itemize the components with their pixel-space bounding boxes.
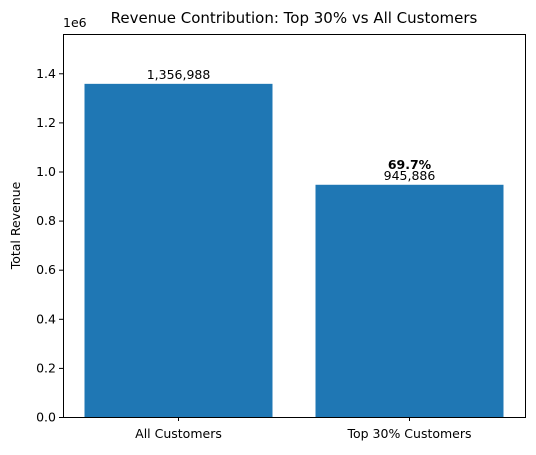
y-axis-label: Total Revenue (8, 181, 23, 270)
y-tick-label: 0.8 (36, 213, 56, 228)
y-axis-offset-text: 1e6 (63, 15, 87, 30)
x-tick-label: All Customers (135, 426, 222, 441)
percent-share-label: 69.7% (388, 157, 432, 172)
y-tick-label: 1.4 (36, 66, 56, 81)
x-tick-label: Top 30% Customers (346, 426, 471, 441)
bar-1 (84, 83, 273, 418)
bar-value-label: 1,356,988 (147, 67, 211, 82)
plot-frame (63, 34, 526, 418)
y-tick-label: 1.0 (36, 164, 56, 179)
bar-2 (315, 184, 504, 417)
y-axis-ticks: 0.0 0.2 0.4 0.6 0.8 1.0 1.2 1.4 (36, 66, 63, 425)
x-axis-ticks: All Customers Top 30% Customers (135, 417, 472, 441)
y-tick-label: 0.0 (36, 410, 56, 425)
y-tick-label: 0.4 (36, 311, 56, 326)
bars-group (84, 83, 504, 418)
y-tick-label: 1.2 (36, 115, 56, 130)
bar-value-label: 945,886 (384, 168, 436, 183)
y-tick-label: 0.2 (36, 360, 56, 375)
y-tick-label: 0.6 (36, 262, 56, 277)
chart-title: Revenue Contribution: Top 30% vs All Cus… (111, 9, 478, 27)
